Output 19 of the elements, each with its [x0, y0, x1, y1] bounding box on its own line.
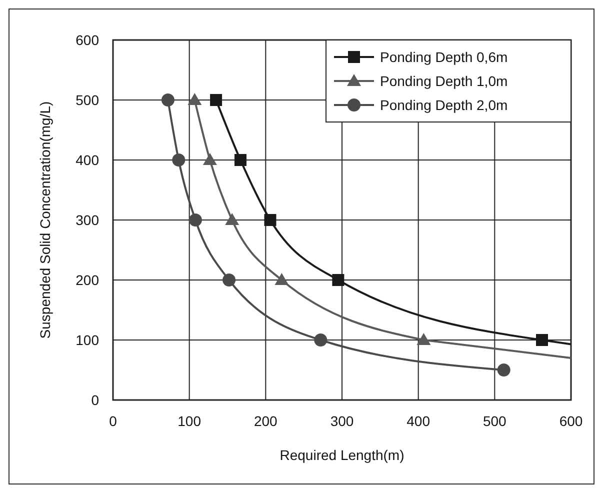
legend-label: Ponding Depth 0,6m — [380, 49, 508, 65]
x-tick-label: 300 — [330, 413, 354, 429]
y-tick-label: 300 — [76, 212, 100, 228]
y-tick-label: 100 — [76, 332, 100, 348]
x-tick-label: 200 — [254, 413, 278, 429]
x-tick-label: 0 — [109, 413, 118, 429]
x-tick-label: 600 — [559, 413, 583, 429]
y-axis-title: Suspended Solid Concentration(mg/L) — [37, 101, 53, 339]
y-tick-label: 500 — [76, 92, 100, 108]
x-axis-title: Required Length(m) — [280, 447, 404, 463]
legend-label: Ponding Depth 2,0m — [380, 97, 508, 113]
y-tick-label: 600 — [76, 32, 100, 48]
legend-label: Ponding Depth 1,0m — [380, 73, 508, 89]
x-tick-label: 100 — [178, 413, 202, 429]
y-tick-label: 200 — [76, 272, 100, 288]
y-tick-label: 0 — [91, 392, 100, 408]
x-tick-label: 400 — [406, 413, 430, 429]
y-tick-label: 400 — [76, 152, 100, 168]
x-tick-label: 500 — [482, 413, 507, 429]
